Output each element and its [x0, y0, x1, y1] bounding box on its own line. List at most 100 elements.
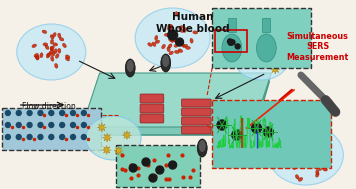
Ellipse shape [199, 140, 206, 152]
Circle shape [169, 161, 177, 169]
Ellipse shape [171, 36, 176, 40]
Ellipse shape [317, 157, 320, 162]
Ellipse shape [45, 45, 49, 50]
Circle shape [60, 111, 65, 115]
Ellipse shape [316, 132, 319, 137]
Ellipse shape [155, 40, 159, 43]
Circle shape [263, 127, 273, 137]
Circle shape [16, 111, 21, 115]
Ellipse shape [174, 39, 178, 43]
Ellipse shape [46, 53, 49, 58]
Ellipse shape [86, 116, 141, 160]
FancyBboxPatch shape [116, 145, 200, 187]
Bar [262, 18, 270, 32]
Ellipse shape [58, 48, 61, 53]
Ellipse shape [174, 50, 179, 53]
Circle shape [49, 122, 54, 128]
Circle shape [217, 120, 227, 130]
Ellipse shape [168, 27, 172, 32]
Circle shape [5, 122, 10, 128]
Polygon shape [265, 46, 275, 56]
Ellipse shape [125, 59, 135, 77]
Ellipse shape [168, 44, 172, 48]
Ellipse shape [240, 111, 250, 129]
Ellipse shape [170, 36, 174, 40]
Circle shape [49, 135, 54, 139]
Ellipse shape [288, 152, 292, 157]
Ellipse shape [320, 155, 324, 159]
Ellipse shape [48, 52, 51, 57]
Ellipse shape [295, 149, 300, 153]
Ellipse shape [168, 24, 173, 28]
Ellipse shape [297, 157, 301, 161]
Circle shape [70, 122, 75, 128]
Circle shape [227, 39, 232, 44]
Ellipse shape [49, 50, 53, 54]
Ellipse shape [171, 38, 174, 43]
Ellipse shape [59, 37, 64, 41]
Ellipse shape [268, 125, 343, 185]
Ellipse shape [308, 163, 313, 166]
Polygon shape [82, 81, 269, 135]
Ellipse shape [316, 169, 319, 174]
Ellipse shape [168, 25, 173, 29]
Ellipse shape [51, 39, 54, 44]
Ellipse shape [35, 55, 39, 59]
Text: Human
Whole blood: Human Whole blood [156, 12, 229, 34]
Ellipse shape [43, 43, 48, 46]
Circle shape [60, 135, 65, 139]
FancyBboxPatch shape [140, 104, 164, 113]
Text: Simultaneous
SERS
Measurement: Simultaneous SERS Measurement [287, 32, 349, 62]
Polygon shape [271, 64, 280, 74]
Circle shape [38, 122, 43, 128]
Ellipse shape [304, 159, 309, 163]
Ellipse shape [295, 175, 299, 179]
Circle shape [230, 40, 235, 45]
Ellipse shape [56, 54, 59, 58]
Ellipse shape [58, 33, 61, 38]
Polygon shape [122, 131, 131, 140]
Ellipse shape [53, 43, 58, 46]
Ellipse shape [42, 30, 47, 33]
Ellipse shape [183, 28, 187, 32]
Polygon shape [252, 42, 262, 52]
Circle shape [70, 135, 75, 139]
Polygon shape [82, 73, 271, 127]
Circle shape [176, 38, 183, 46]
Circle shape [82, 111, 86, 115]
Ellipse shape [222, 34, 242, 62]
Ellipse shape [181, 43, 185, 47]
Polygon shape [103, 133, 112, 142]
Circle shape [5, 111, 10, 115]
Circle shape [82, 122, 86, 128]
Ellipse shape [322, 143, 327, 146]
Circle shape [252, 123, 261, 133]
Ellipse shape [66, 55, 70, 59]
Polygon shape [102, 145, 111, 154]
Ellipse shape [305, 150, 310, 154]
FancyBboxPatch shape [182, 126, 211, 134]
Ellipse shape [148, 43, 152, 46]
Circle shape [27, 122, 32, 128]
FancyBboxPatch shape [212, 100, 330, 168]
Ellipse shape [305, 156, 309, 160]
Ellipse shape [306, 155, 309, 160]
Ellipse shape [241, 112, 248, 124]
Circle shape [156, 166, 164, 174]
Ellipse shape [298, 177, 303, 181]
FancyBboxPatch shape [212, 8, 311, 68]
Ellipse shape [297, 151, 300, 156]
Ellipse shape [190, 38, 193, 43]
Ellipse shape [162, 55, 169, 67]
Circle shape [38, 111, 43, 115]
Ellipse shape [167, 26, 171, 30]
Ellipse shape [183, 44, 188, 47]
Ellipse shape [193, 31, 198, 34]
Ellipse shape [32, 44, 36, 48]
Ellipse shape [155, 36, 158, 40]
Ellipse shape [167, 47, 170, 52]
Ellipse shape [323, 168, 328, 171]
Circle shape [27, 135, 32, 139]
Ellipse shape [164, 33, 169, 36]
Circle shape [129, 164, 137, 172]
